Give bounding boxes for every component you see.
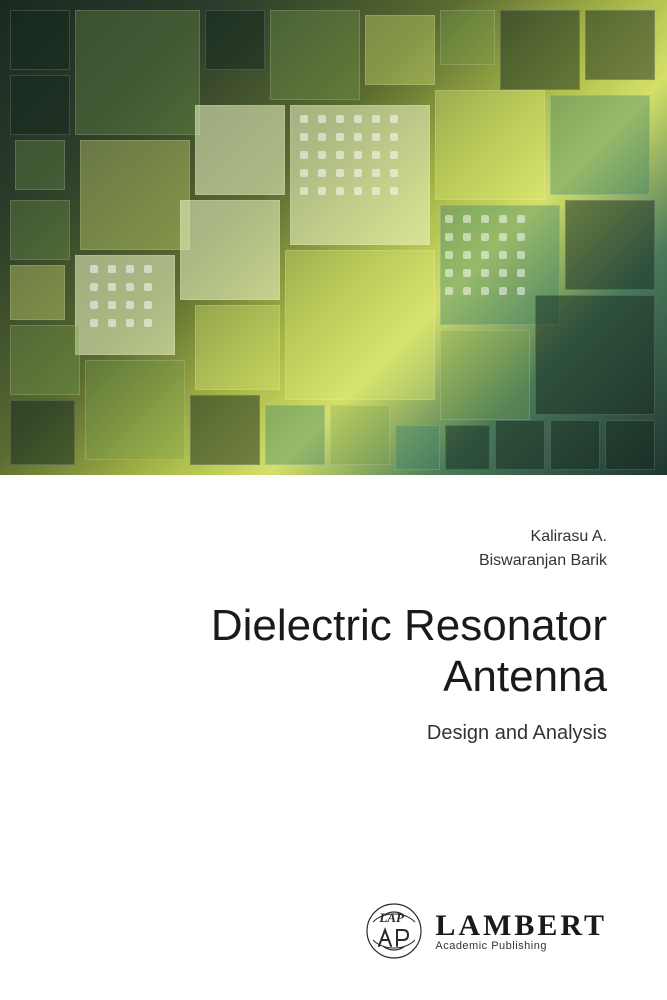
publisher-block: LAP LAMBERT Academic Publishing <box>365 902 607 960</box>
book-title: Dielectric Resonator Antenna <box>60 601 607 702</box>
publisher-text: LAMBERT Academic Publishing <box>435 911 607 952</box>
publisher-tagline: Academic Publishing <box>435 941 607 952</box>
authors: Kalirasu A. Biswaranjan Barik <box>60 525 607 573</box>
author-line-1: Kalirasu A. <box>60 525 607 549</box>
publisher-name: LAMBERT <box>435 911 607 941</box>
cover-art <box>0 0 667 475</box>
publisher-badge-text: LAP <box>379 910 404 926</box>
author-line-2: Biswaranjan Barik <box>60 549 607 573</box>
abstract-grid <box>0 0 667 475</box>
publisher-logo-icon: LAP <box>365 902 423 960</box>
book-subtitle: Design and Analysis <box>60 722 607 745</box>
